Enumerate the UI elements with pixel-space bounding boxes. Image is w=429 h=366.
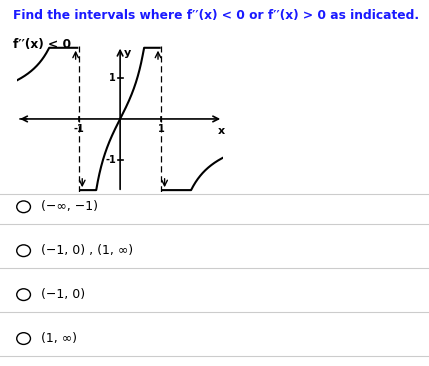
Text: f′′(x) < 0: f′′(x) < 0 (13, 38, 71, 52)
Text: (−1, 0) , (1, ∞): (−1, 0) , (1, ∞) (41, 244, 133, 257)
Text: (−1, 0): (−1, 0) (41, 288, 85, 301)
Text: 1: 1 (109, 73, 116, 83)
Text: -1: -1 (105, 154, 116, 165)
Text: (−∞, −1): (−∞, −1) (41, 200, 98, 213)
Text: 1: 1 (158, 124, 165, 134)
Text: y: y (124, 48, 131, 58)
Text: Find the intervals where f′′(x) < 0 or f′′(x) > 0 as indicated.: Find the intervals where f′′(x) < 0 or f… (13, 9, 419, 22)
Text: x: x (218, 126, 225, 136)
Text: (1, ∞): (1, ∞) (41, 332, 77, 345)
Text: -1: -1 (73, 124, 85, 134)
